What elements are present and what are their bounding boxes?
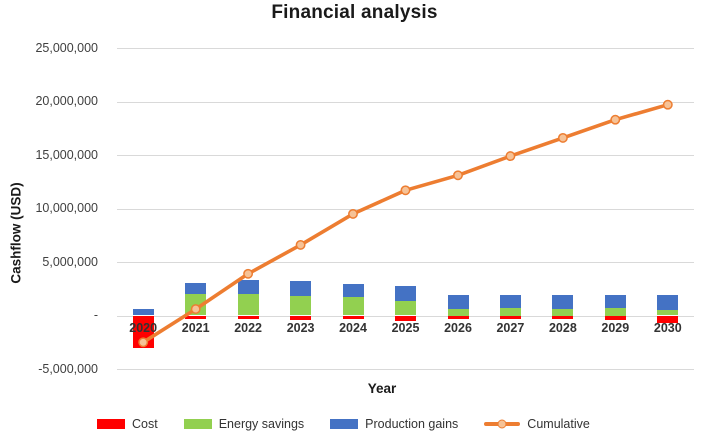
- gridline--5000000: [117, 369, 694, 370]
- legend-line-marker-dot: [497, 419, 507, 429]
- bar-cost-2021: [185, 315, 207, 319]
- x-tick-label-2029: 2029: [601, 321, 630, 335]
- gridline-25000000: [117, 48, 694, 49]
- bar-cost-2022: [237, 315, 259, 320]
- legend-item-cost: Cost: [97, 417, 158, 431]
- bar-cost-2029: [604, 315, 626, 320]
- x-tick-label-2025: 2025: [391, 321, 420, 335]
- bar-energy-savings-2028: [552, 308, 574, 316]
- y-tick-label: 15,000,000: [35, 147, 98, 162]
- cumulative-point-2026: [453, 170, 463, 181]
- bar-energy-savings-2030: [657, 309, 679, 316]
- bar-production-gains-2024: [342, 283, 364, 298]
- cumulative-point-2027: [505, 151, 516, 162]
- x-tick-label-2021: 2021: [181, 321, 210, 335]
- legend-label: Energy savings: [218, 417, 305, 431]
- cumulative-point-2024: [348, 208, 358, 219]
- y-tick-label: 10,000,000: [35, 201, 98, 215]
- bar-cost-2024: [342, 315, 364, 320]
- bar-production-gains-2022: [237, 279, 259, 295]
- gridline-20000000: [117, 101, 694, 103]
- bar-cost-2028: [552, 315, 574, 320]
- x-tick-label-2028: 2028: [548, 321, 577, 335]
- legend-line-marker-icon: [484, 419, 521, 429]
- bar-cost-2027: [499, 315, 521, 319]
- bar-energy-savings-2025: [395, 301, 416, 316]
- cumulative-point-2022: [243, 268, 254, 279]
- legend-swatch-icon: [97, 419, 125, 429]
- bar-production-gains-2026: [447, 295, 469, 309]
- chart-legend: Cost Energy savings Production gains Cumula…: [97, 417, 590, 431]
- gridline-10000000: [117, 208, 694, 210]
- cumulative-point-2028: [557, 132, 568, 143]
- cumulative-point-2023: [295, 239, 306, 250]
- bar-cost-2023: [290, 315, 312, 321]
- legend-label: Production gains: [365, 417, 459, 431]
- bar-energy-savings-2029: [604, 308, 626, 316]
- bar-energy-savings-2023: [290, 295, 312, 316]
- bar-cost-2025: [395, 315, 416, 321]
- x-tick-label-2022: 2022: [234, 321, 262, 335]
- bar-production-gains-2030: [657, 294, 679, 310]
- x-axis-title: Year: [367, 381, 397, 396]
- bar-production-gains-2027: [499, 294, 521, 308]
- y-tick-label: -5,000,000: [38, 361, 98, 376]
- bar-production-gains-2028: [552, 295, 574, 309]
- legend-item-production-gains: Production gains: [330, 417, 458, 431]
- bar-production-gains-2021: [185, 282, 207, 294]
- bar-energy-savings-2024: [342, 297, 364, 316]
- x-tick-label-2023: 2023: [286, 321, 315, 335]
- y-tick-label: 5,000,000: [42, 254, 98, 269]
- x-tick-label-2030: 2030: [653, 321, 682, 335]
- x-tick-label-2026: 2026: [444, 321, 472, 335]
- y-tick-label: 20,000,000: [35, 94, 98, 108]
- y-tick-label: -: [93, 308, 98, 322]
- gridline-5000000: [117, 262, 694, 263]
- legend-swatch-icon: [183, 419, 212, 429]
- legend-label: Cumulative: [527, 417, 590, 431]
- bar-production-gains-2023: [290, 281, 312, 296]
- cumulative-point-2025: [400, 185, 411, 196]
- bar-energy-savings-2027: [499, 308, 521, 316]
- x-tick-label-2020: 2020: [129, 321, 158, 335]
- bar-energy-savings-2026: [447, 308, 469, 316]
- legend-item-energy-savings: Energy savings: [183, 417, 305, 431]
- bar-production-gains-2020: [132, 309, 154, 316]
- x-tick-label-2024: 2024: [339, 321, 367, 335]
- bar-production-gains-2029: [604, 294, 626, 308]
- x-tick-label-2027: 2027: [496, 321, 525, 335]
- gridline-15000000: [117, 155, 694, 156]
- bar-production-gains-2025: [395, 286, 416, 302]
- bar-cost-2026: [447, 315, 469, 320]
- legend-item-cumulative: Cumulative: [484, 417, 590, 431]
- legend-label: Cost: [132, 417, 158, 431]
- cumulative-point-2029: [610, 114, 621, 125]
- chart-title: Financial analysis: [271, 2, 438, 23]
- bar-energy-savings-2022: [237, 294, 259, 316]
- legend-swatch-icon: [330, 419, 359, 429]
- bar-energy-savings-2021: [185, 293, 207, 316]
- y-tick-label: 25,000,000: [35, 40, 98, 55]
